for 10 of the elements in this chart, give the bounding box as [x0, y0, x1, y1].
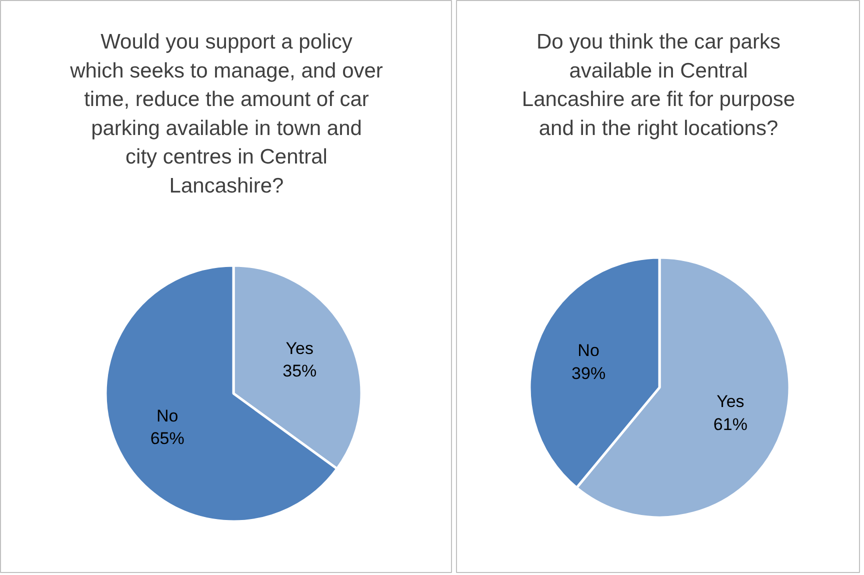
data-label: 35%: [282, 362, 317, 381]
data-label: 65%: [150, 429, 184, 448]
slice-label: Yes: [716, 392, 744, 412]
data-label: 39%: [572, 364, 606, 383]
slice-label: Yes: [286, 338, 314, 358]
chart-title: Do you think the car parks available in Central Lancashire are fit for purpose and in the right locations?: [522, 30, 796, 140]
slice-label: No: [578, 341, 600, 360]
data-label: 61%: [713, 414, 748, 434]
slice-label: No: [156, 406, 178, 426]
chart-title: Would you support a policy which seeks to manage, and over time, reduce the amount of car parking available in town and city centres in Central Lancashire?: [69, 30, 383, 198]
